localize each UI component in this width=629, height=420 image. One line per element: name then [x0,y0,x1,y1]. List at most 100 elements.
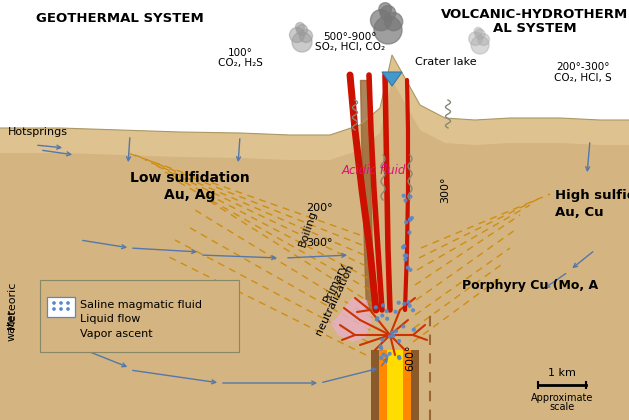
Circle shape [475,29,485,39]
Circle shape [381,5,396,21]
Point [400,252,410,259]
Point [401,352,411,359]
Text: Acidic fluid: Acidic fluid [342,163,406,176]
Point [405,216,415,223]
Text: AL SYSTEM: AL SYSTEM [493,22,577,35]
Text: High sulfidation: High sulfidation [555,189,629,202]
Point [408,307,418,314]
Circle shape [384,13,403,31]
Text: 600°: 600° [405,345,415,371]
Text: Au, Cu: Au, Cu [555,205,604,218]
Point [56,299,66,306]
Text: 200°-300°: 200°-300° [556,62,610,72]
Point [385,333,395,340]
Point [376,354,386,361]
Polygon shape [330,298,372,342]
Point [399,243,409,249]
Text: 100°: 100° [228,48,252,58]
Point [372,316,382,323]
Point [403,299,413,305]
Point [404,302,415,309]
Polygon shape [0,55,629,420]
Point [406,193,416,200]
Polygon shape [382,72,402,86]
Text: Hotsprings: Hotsprings [8,127,68,137]
Text: SO₂, HCl, CO₂: SO₂, HCl, CO₂ [315,42,385,52]
Text: Liquid flow: Liquid flow [80,314,140,324]
Point [391,308,401,315]
Text: 200°: 200° [306,203,333,213]
Point [56,306,66,312]
Point [372,315,382,322]
Circle shape [296,24,308,36]
Point [398,244,408,251]
Point [409,326,419,333]
Text: 500°-900°: 500°-900° [323,32,377,42]
Circle shape [374,16,402,44]
Text: 1 km: 1 km [548,368,576,378]
Point [382,315,392,322]
Text: VOLCANIC-HYDROTHERM: VOLCANIC-HYDROTHERM [442,8,628,21]
Point [399,301,409,307]
Point [407,215,417,221]
Circle shape [478,34,489,45]
Text: scale: scale [549,402,575,412]
Point [388,333,398,339]
Text: CO₂, HCl, S: CO₂, HCl, S [554,73,612,83]
Text: Porphyry Cu (Mo, A: Porphyry Cu (Mo, A [462,278,598,291]
Point [63,299,73,306]
Point [405,216,415,223]
Point [370,304,381,311]
Text: Approximate: Approximate [531,393,593,403]
Point [398,323,408,330]
Text: GEOTHERMAL SYSTEM: GEOTHERMAL SYSTEM [36,12,204,25]
Point [401,252,411,259]
Bar [371,350,419,420]
Circle shape [296,23,304,32]
Circle shape [471,36,489,54]
Point [394,355,404,362]
Point [382,308,392,315]
Point [63,306,73,312]
FancyBboxPatch shape [47,297,75,317]
Circle shape [299,29,313,42]
Circle shape [289,27,304,42]
Text: CO₂, H₂S: CO₂, H₂S [218,58,262,68]
Polygon shape [0,55,629,160]
Point [379,351,389,358]
Point [387,329,398,336]
Point [399,192,409,199]
Text: Saline magmatic fluid: Saline magmatic fluid [80,300,202,310]
Bar [387,350,403,420]
FancyBboxPatch shape [40,280,239,352]
Text: 300°: 300° [306,238,333,248]
Point [403,264,413,271]
Text: Au, Ag: Au, Ag [164,188,216,202]
Point [394,354,404,360]
Point [376,343,386,350]
Point [378,302,388,309]
Point [49,306,59,312]
Point [377,336,387,343]
Point [49,299,59,306]
Point [405,266,415,273]
Point [377,312,387,319]
Text: Boiling: Boiling [298,208,319,248]
Circle shape [292,32,312,52]
Text: Crater lake: Crater lake [415,57,477,67]
Bar [379,350,411,420]
Text: neutralization: neutralization [314,263,356,337]
Text: 300°: 300° [440,177,450,203]
Circle shape [370,10,391,31]
Text: water: water [7,309,17,341]
Point [394,299,404,306]
Circle shape [469,32,482,45]
Point [391,328,401,335]
Circle shape [474,27,482,36]
Point [404,229,415,236]
Point [401,256,411,263]
Point [376,345,386,352]
Text: Primary: Primary [321,260,348,304]
Text: Meteoric: Meteoric [7,281,17,329]
Point [384,350,394,357]
